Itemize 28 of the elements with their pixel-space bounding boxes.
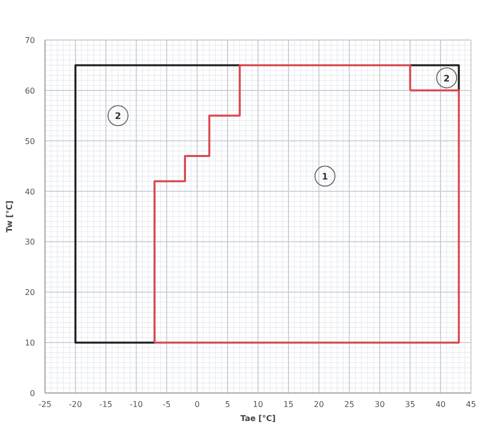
y-tick-label: 0	[30, 389, 35, 398]
x-tick-label: -5	[162, 400, 171, 409]
y-tick-label: 10	[24, 338, 35, 348]
y-tick-label: 50	[24, 136, 35, 146]
x-axis-title: Tae [°C]	[240, 414, 276, 423]
x-tick-label: 40	[435, 400, 446, 409]
annotation: 2	[114, 112, 122, 122]
y-tick-label: 30	[24, 238, 35, 247]
x-tick-label: 5	[225, 400, 230, 409]
x-tick-label: 15	[283, 400, 294, 409]
x-tick-label: -20	[68, 400, 82, 409]
y-tick-label: 20	[24, 288, 35, 298]
x-tick-label: 25	[344, 400, 354, 409]
x-tick-label: 10	[252, 400, 264, 409]
annotation: 1	[322, 172, 328, 183]
y-tick-label: 60	[24, 86, 35, 96]
x-tick-label: 35	[405, 400, 416, 409]
x-tick-label: 45	[466, 400, 476, 409]
x-tick-label: 0	[194, 400, 200, 409]
y-tick-label: 70	[24, 36, 35, 45]
x-tick-label: -10	[130, 400, 143, 409]
y-axis-title: Tw [°C]	[5, 200, 14, 232]
y-tick-label: 40	[24, 187, 35, 196]
annotation: 2	[444, 74, 450, 84]
x-tick-label: -25	[38, 400, 52, 409]
x-tick-label: 20	[314, 400, 324, 409]
x-tick-label: 30	[374, 400, 385, 409]
x-tick-label: -15	[99, 400, 112, 409]
